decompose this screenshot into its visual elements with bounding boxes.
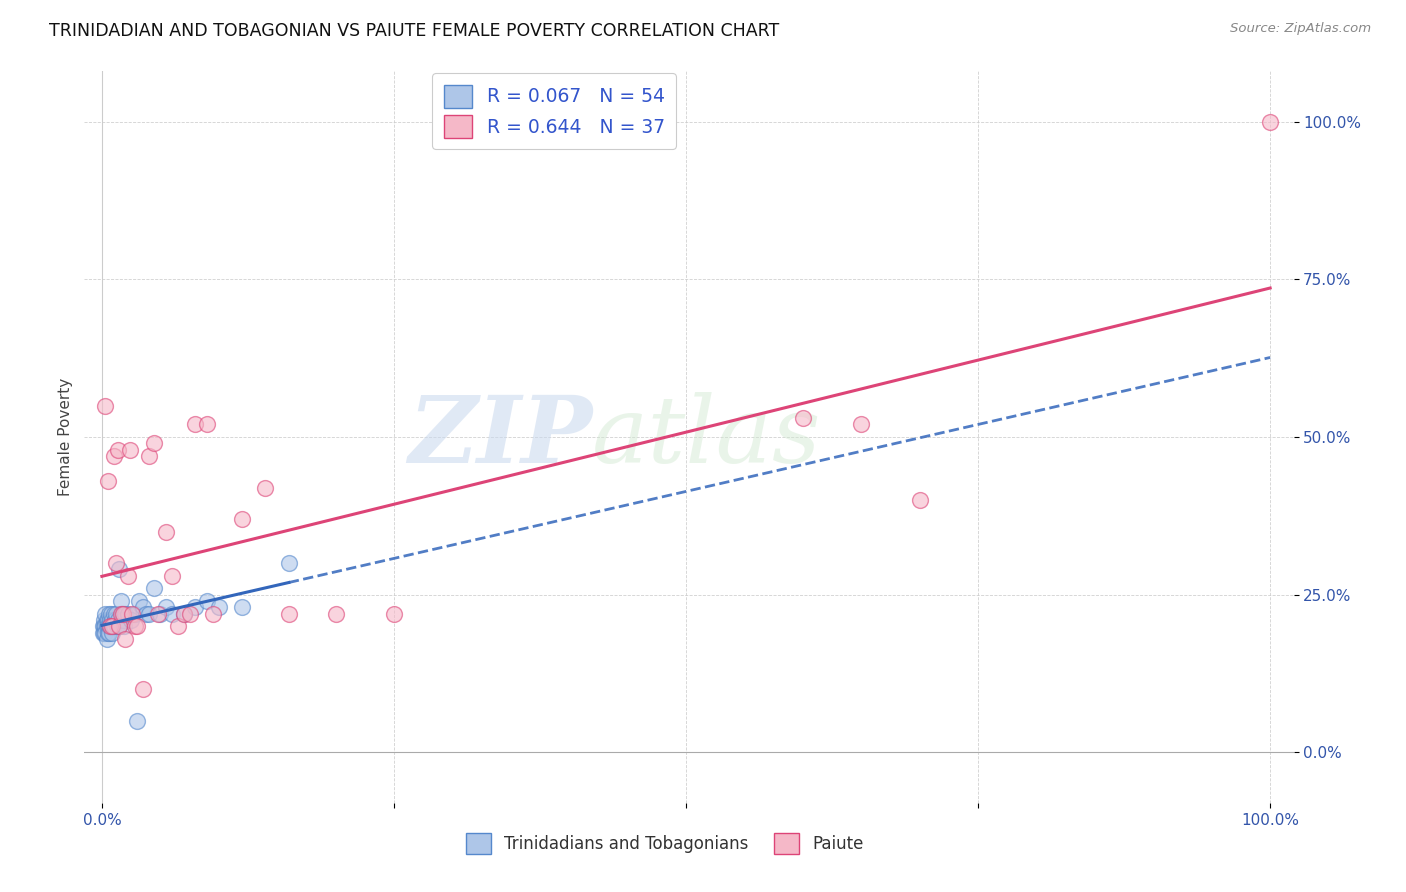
Point [125, 714, 148, 728]
Point [103, 619, 125, 633]
Point [135, 607, 157, 621]
Point [124, 619, 146, 633]
Point [201, 607, 224, 621]
Point [908, 493, 931, 508]
Point [91, 625, 114, 640]
Point [121, 607, 143, 621]
Point [111, 607, 134, 621]
Point [124, 607, 146, 621]
Point [108, 619, 131, 633]
Point [91, 619, 114, 633]
Point [128, 594, 150, 608]
Point [94, 619, 117, 633]
Point [179, 607, 201, 621]
Point [101, 619, 124, 633]
Point [254, 481, 277, 495]
Point [132, 682, 155, 697]
Point [93, 625, 115, 640]
Point [108, 619, 131, 633]
Point [143, 582, 166, 596]
Point [101, 625, 124, 640]
Point [231, 512, 253, 526]
Point [98, 619, 121, 633]
Point [104, 556, 127, 570]
Point [231, 600, 253, 615]
Point [325, 607, 347, 621]
Point [110, 594, 132, 608]
Point [97, 474, 120, 488]
Point [155, 600, 177, 615]
Point [103, 449, 125, 463]
Legend: Trinidadians and Tobagonians, Paiute: Trinidadians and Tobagonians, Paiute [460, 827, 870, 860]
Point [1258, 115, 1281, 129]
Point [120, 613, 142, 627]
Point [173, 607, 195, 621]
Point [184, 417, 207, 432]
Point [277, 556, 299, 570]
Point [97, 619, 120, 633]
Point [138, 449, 160, 463]
Point [118, 442, 141, 457]
Point [132, 600, 155, 615]
Point [93, 613, 115, 627]
Point [277, 607, 299, 621]
Text: ZIP: ZIP [408, 392, 592, 482]
Point [97, 625, 120, 640]
Point [160, 569, 183, 583]
Point [851, 417, 873, 432]
Point [382, 607, 405, 621]
Point [94, 607, 117, 621]
Point [117, 607, 139, 621]
Point [166, 619, 188, 633]
Point [184, 600, 207, 615]
Point [110, 607, 132, 621]
Point [111, 607, 134, 621]
Point [98, 619, 121, 633]
Point [97, 619, 120, 633]
Point [173, 607, 195, 621]
Point [101, 613, 124, 627]
Point [160, 607, 183, 621]
Point [100, 607, 122, 621]
Text: Source: ZipAtlas.com: Source: ZipAtlas.com [1230, 22, 1371, 36]
Point [208, 600, 231, 615]
Point [149, 607, 172, 621]
Point [117, 569, 139, 583]
Point [107, 613, 129, 627]
Point [104, 613, 127, 627]
Point [97, 613, 120, 627]
Point [96, 619, 118, 633]
Y-axis label: Female Poverty: Female Poverty [58, 378, 73, 496]
Point [114, 632, 136, 646]
Point [96, 632, 118, 646]
Text: atlas: atlas [592, 392, 821, 482]
Text: TRINIDADIAN AND TOBAGONIAN VS PAIUTE FEMALE POVERTY CORRELATION CHART: TRINIDADIAN AND TOBAGONIAN VS PAIUTE FEM… [49, 22, 779, 40]
Point [138, 607, 160, 621]
Point [112, 619, 135, 633]
Point [146, 607, 169, 621]
Point [97, 625, 120, 640]
Point [195, 417, 218, 432]
Point [155, 524, 177, 539]
Point [125, 619, 148, 633]
Point [100, 619, 122, 633]
Point [114, 607, 136, 621]
Point [97, 607, 120, 621]
Point [195, 594, 218, 608]
Point [94, 625, 117, 640]
Point [94, 399, 117, 413]
Point [104, 607, 127, 621]
Point [108, 562, 131, 576]
Point [105, 619, 128, 633]
Point [143, 436, 166, 450]
Point [111, 613, 134, 627]
Point [93, 619, 115, 633]
Point [107, 442, 129, 457]
Point [792, 411, 814, 425]
Point [96, 613, 118, 627]
Point [103, 607, 125, 621]
Point [98, 613, 121, 627]
